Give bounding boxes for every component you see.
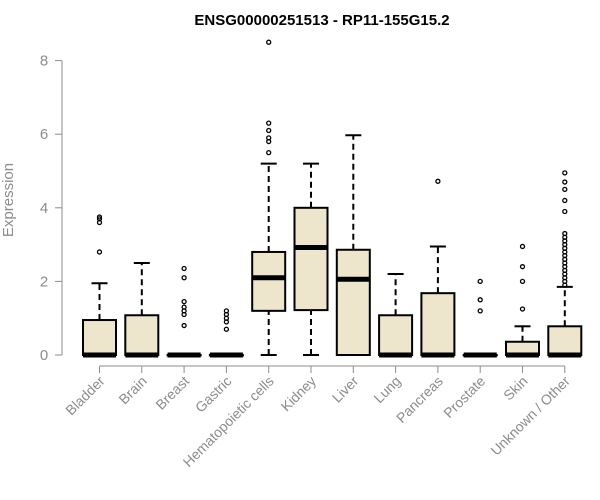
- outlier-point: [477, 308, 483, 314]
- y-tick-label: 4: [40, 200, 48, 217]
- outlier-point: [519, 306, 526, 312]
- box: [293, 206, 329, 312]
- outlier-point: [223, 308, 230, 314]
- y-tick-label: 6: [40, 126, 48, 143]
- box: [547, 325, 583, 356]
- outlier-point: [477, 297, 483, 303]
- x-tick-label: Pancreas: [393, 373, 446, 426]
- outlier-point: [181, 322, 187, 329]
- box: [82, 319, 117, 357]
- outlier-point: [96, 249, 103, 255]
- outlier-point: [181, 275, 187, 281]
- outlier-point: [562, 197, 568, 204]
- box: [335, 248, 371, 356]
- x-tick-label: Breast: [152, 373, 192, 413]
- outlier-point: [96, 216, 103, 222]
- outlier-point: [562, 208, 568, 215]
- box: [251, 250, 287, 312]
- x-tick-label: Prostate: [440, 373, 488, 421]
- outlier-point: [519, 243, 526, 250]
- x-tick-label: Liver: [329, 373, 362, 406]
- outlier-point: [562, 170, 568, 176]
- y-tick-label: 8: [40, 53, 48, 70]
- x-tick-label: Kidney: [278, 373, 320, 415]
- outlier-point: [562, 230, 568, 237]
- y-axis-label: Expression: [0, 163, 17, 237]
- outlier-point: [96, 214, 103, 220]
- chart-title: ENSG00000251513 - RP11-155G15.2: [194, 12, 449, 29]
- box: [420, 292, 456, 356]
- outlier-point: [266, 135, 272, 141]
- x-tick-label: Lung: [370, 373, 403, 406]
- outlier-point: [266, 120, 272, 126]
- outlier-point: [266, 127, 272, 134]
- y-tick-label: 2: [40, 273, 48, 290]
- outlier-point: [477, 278, 483, 285]
- x-tick-label: Unknown / Other: [487, 373, 573, 459]
- outlier-point: [266, 149, 272, 156]
- outlier-point: [562, 186, 568, 193]
- outlier-point: [266, 39, 272, 45]
- outlier-point: [181, 265, 187, 272]
- x-tick-label: Skin: [500, 373, 531, 404]
- outlier-point: [181, 298, 187, 305]
- outlier-point: [181, 304, 187, 310]
- outlier-point: [519, 264, 526, 270]
- box: [378, 314, 414, 357]
- x-tick-label: Bladder: [62, 373, 108, 419]
- outlier-point: [435, 178, 441, 184]
- outlier-point: [223, 326, 230, 332]
- outlier-point: [519, 278, 526, 285]
- x-tick-label: Brain: [115, 373, 149, 407]
- box: [124, 314, 160, 357]
- y-tick-label: 0: [40, 347, 48, 364]
- outlier-point: [562, 179, 568, 185]
